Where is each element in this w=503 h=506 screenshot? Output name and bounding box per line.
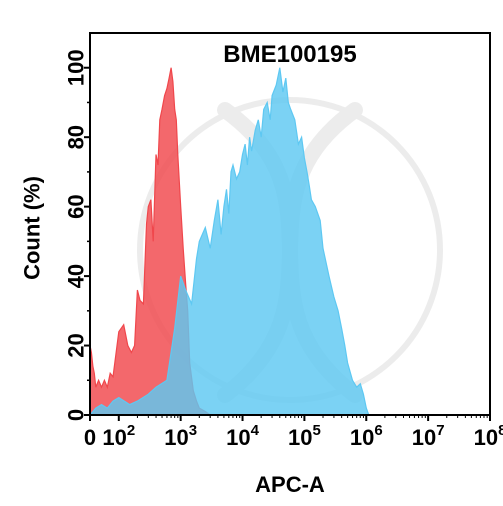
plot-area [88, 67, 370, 416]
y-axis: 0 20 40 60 80 100 [64, 49, 90, 421]
x-tick-label: 104 [226, 422, 259, 450]
x-tick-label: 108 [474, 422, 503, 450]
y-tick-label: 0 [64, 409, 89, 421]
x-tick-label: 0 [84, 425, 96, 450]
series-2-area [88, 67, 370, 416]
x-tick-label: 102 [102, 422, 135, 450]
y-tick-label: 60 [64, 194, 89, 218]
y-tick-label: 40 [64, 264, 89, 288]
x-tick-label: 103 [164, 422, 197, 450]
y-tick-label: 100 [64, 49, 89, 86]
y-axis-title: Count (%) [20, 176, 45, 280]
chart-title: BME100195 [223, 41, 356, 68]
x-tick-label: 106 [350, 422, 383, 450]
x-axis-title: APC-A [255, 472, 325, 497]
x-axis: 0 102 103 104 105 106 107 108 [84, 415, 503, 450]
x-tick-label: 105 [288, 422, 321, 450]
y-tick-label: 80 [64, 125, 89, 149]
y-tick-label: 20 [64, 333, 89, 357]
plot-frame [89, 32, 491, 416]
x-tick-label: 107 [412, 422, 445, 450]
